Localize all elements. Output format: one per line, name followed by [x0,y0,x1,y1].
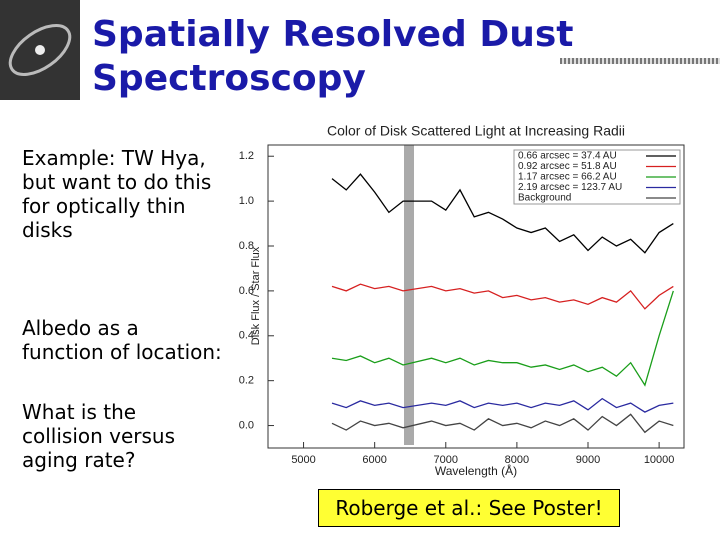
x-axis-label: Wavelength (Å) [435,463,517,478]
text-line: What is the [22,400,137,424]
text-line: function of location: [22,340,222,364]
text-line: for optically thin [22,194,186,218]
legend-label: 0.66 arcsec = 37.4 AU [518,151,617,162]
legend-label: Background [518,193,571,204]
text-line: collision versus [22,424,176,448]
title-line: Spectroscopy [92,58,366,99]
series-line [331,413,674,434]
series-line [331,397,674,413]
x-tick-label: 10000 [644,454,675,466]
y-tick-label: 1.2 [239,150,254,162]
y-tick-label: 1.0 [239,195,254,207]
x-tick-label: 6000 [362,454,386,466]
y-tick-label: 0.2 [239,375,254,387]
text-line: but want to do this [22,170,212,194]
paragraph: Albedo as a function of location: [22,316,222,364]
corner-image [0,0,80,100]
paragraph: Example: TW Hya, but want to do this for o… [22,146,211,242]
text-line: Albedo as a [22,316,139,340]
text-line: disks [22,218,73,242]
series-line [331,283,674,310]
plot-frame [267,144,685,449]
y-tick-label: 0.4 [239,330,254,342]
legend-label: 0.92 arcsec = 51.8 AU [518,161,617,172]
y-tick-label: 0.6 [239,285,254,297]
y-tick-label: 0.0 [239,419,254,431]
y-axis-label: Disk Flux / Star Flux [250,246,262,345]
chart-title: Color of Disk Scattered Light at Increas… [327,123,625,139]
x-tick-label: 5000 [291,454,315,466]
x-tick-label: 9000 [576,454,600,466]
title-line: Spatially Resolved Dust [92,14,574,55]
paragraph: What is the collision versus aging rate? [22,400,175,472]
legend-label: 2.19 arcsec = 123.7 AU [518,182,622,193]
chart: Color of Disk Scattered Light at Increas… [239,123,685,478]
text-line: Example: TW Hya, [22,146,206,170]
legend-label: 1.17 arcsec = 66.2 AU [518,172,617,183]
y-tick-label: 0.8 [239,240,254,252]
masked-band [404,145,414,445]
title-rule [560,58,720,64]
x-tick-label: 8000 [505,454,529,466]
x-tick-label: 7000 [434,454,458,466]
callout: Roberge et al.: See Poster! [318,489,620,527]
series-line [331,173,674,254]
text-line: aging rate? [22,448,136,472]
series-line [331,290,674,387]
